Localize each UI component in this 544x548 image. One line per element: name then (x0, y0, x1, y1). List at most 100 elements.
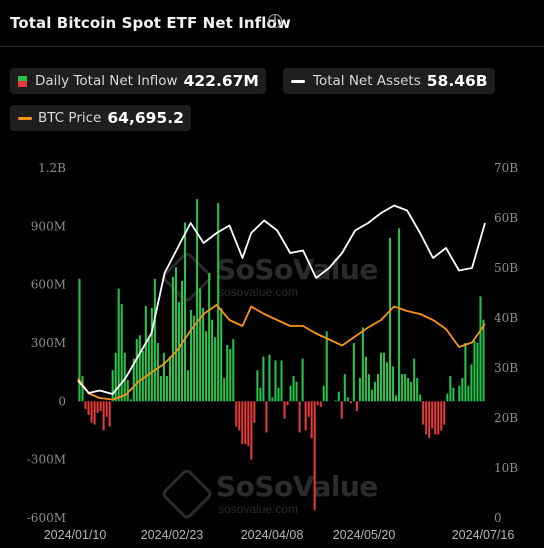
inflow-bar (229, 348, 232, 402)
inflow-bar (232, 339, 235, 402)
inflow-bar (193, 315, 196, 402)
inflow-bar (461, 378, 464, 402)
chart-title: Total Bitcoin Spot ETF Net Inflow (10, 14, 291, 32)
inflow-bar (434, 401, 437, 435)
inflow-bar (404, 374, 407, 402)
inflow-bar (277, 387, 280, 402)
inflow-bar (479, 296, 482, 402)
inflow-bar (238, 401, 241, 431)
inflow-bar (307, 401, 310, 417)
inflow-bar (379, 352, 383, 402)
inflow-bar (165, 376, 168, 402)
legend-btc-price[interactable]: BTC Price 64,695.2 (10, 105, 191, 131)
inflow-bar (283, 401, 286, 419)
inflow-bar (367, 374, 370, 402)
inflow-bar (226, 344, 229, 402)
legend-total-net-assets[interactable]: Total Net Assets 58.46B (283, 68, 495, 94)
inflow-bar (361, 327, 364, 402)
inflow-bar (156, 343, 159, 402)
y-right-tick-label: 20B (494, 411, 518, 425)
inflow-bar (265, 401, 268, 433)
inflow-bar (202, 308, 205, 402)
inflow-bar (108, 401, 111, 427)
inflow-bar (446, 393, 449, 402)
inflow-bar (422, 401, 425, 425)
inflow-bar (235, 401, 238, 427)
inflow-bar (162, 352, 165, 402)
inflow-bar (120, 304, 123, 402)
y-left-tick-label: -600M (27, 511, 66, 525)
inflow-bar (271, 397, 274, 402)
inflow-bar (217, 203, 220, 402)
inflow-bar (102, 401, 105, 431)
inflow-bar (171, 276, 174, 402)
inflow-bar (126, 379, 129, 402)
inflow-bar (268, 354, 271, 402)
y-right-tick-label: 50B (494, 261, 518, 275)
inflow-bar (184, 222, 187, 402)
inflow-bar (99, 401, 102, 412)
inflow-bar (256, 370, 259, 402)
inflow-bar (262, 356, 265, 402)
inflow-bar (295, 381, 298, 402)
inflow-bar (352, 343, 355, 402)
inflow-bar (398, 228, 401, 402)
inflow-bar (205, 331, 208, 402)
legend-assets-label: Total Net Assets (313, 73, 421, 89)
inflow-bar (220, 308, 223, 402)
inflow-bar (449, 376, 452, 402)
inflow-bar (355, 401, 358, 412)
inflow-bar (147, 339, 150, 402)
inflow-bar (304, 401, 307, 431)
inflow-bar (440, 401, 443, 431)
inflow-bar (132, 358, 135, 402)
info-icon[interactable]: i (268, 14, 282, 28)
inflow-bar (358, 378, 361, 402)
chart-header: Total Bitcoin Spot ETF Net Inflow i (0, 0, 544, 47)
inflow-bar (370, 389, 373, 402)
inflow-bar (289, 385, 292, 402)
y-right-tick-label: 60B (494, 211, 518, 225)
x-tick-label: 2024/04/08 (241, 528, 304, 542)
inflow-bar (87, 401, 90, 415)
inflow-bar (250, 401, 253, 460)
inflow-bar (150, 308, 153, 402)
inflow-bar (81, 376, 84, 402)
inflow-bar (325, 331, 328, 402)
inflow-bar (199, 288, 202, 402)
total-net-assets-line (77, 204, 486, 395)
inflow-bar (464, 343, 467, 402)
inflow-bar (343, 374, 346, 402)
legend-price-label: BTC Price (38, 110, 102, 126)
x-tick-label: 2024/07/16 (452, 528, 515, 542)
inflow-bar (96, 401, 99, 413)
inflow-bar (177, 302, 181, 402)
inflow-bar (129, 399, 132, 402)
inflow-bar (476, 343, 479, 402)
inflow-bar (458, 385, 461, 402)
inflow-bar (337, 391, 340, 402)
inflow-bar (482, 319, 485, 402)
legend-inflow-value: 422.67M (183, 72, 259, 90)
y-left-tick-label: 900M (31, 219, 66, 233)
inflow-bar (244, 401, 247, 445)
inflow-bar (280, 360, 283, 402)
inflow-bar (211, 319, 214, 402)
inflow-bar (428, 401, 431, 439)
inflow-bar (241, 401, 244, 445)
inflow-bar (346, 397, 349, 402)
inflow-bar (319, 401, 322, 408)
inflow-bar (410, 381, 413, 402)
inflow-bar (467, 385, 470, 402)
inflow-bar (452, 387, 455, 402)
legend-price-value: 64,695.2 (107, 109, 184, 127)
legend-daily-net-inflow[interactable]: Daily Total Net Inflow 422.67M (10, 68, 266, 94)
inflow-bar (334, 400, 337, 402)
white-line-swatch-icon (291, 79, 305, 83)
inflow-bar (274, 360, 277, 402)
inflow-bar (223, 378, 226, 402)
inflow-bar (123, 352, 126, 402)
y-left-tick-label: -300M (27, 453, 66, 467)
inflow-bar (301, 358, 304, 402)
y-right-tick-label: 0 (494, 511, 502, 525)
